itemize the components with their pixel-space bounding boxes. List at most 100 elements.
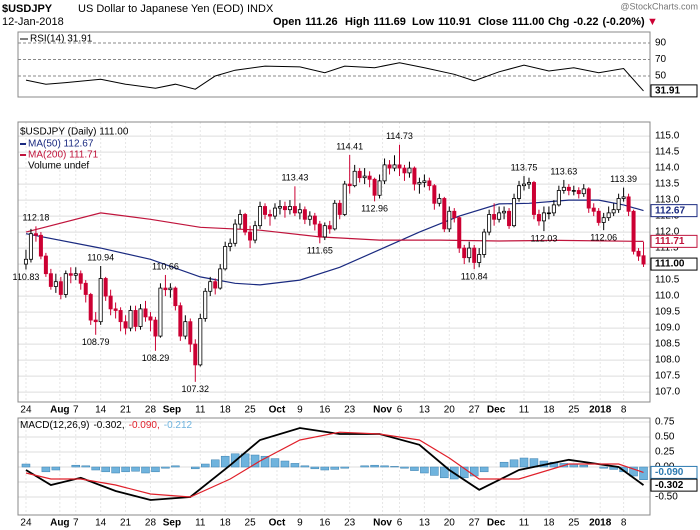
candle-body [382, 164, 387, 182]
candle-body [576, 190, 581, 195]
histogram-bar [141, 466, 150, 474]
x-tick-label: Nov [373, 518, 392, 529]
x-tick-label: 20 [444, 518, 456, 529]
quote-label: Close [478, 16, 508, 28]
candle-body [63, 273, 68, 295]
y-tick-label: 90 [655, 38, 667, 49]
candle-body [148, 316, 153, 321]
candle-body [611, 209, 616, 214]
candle-body [153, 319, 158, 337]
price-annotation: 114.41 [336, 141, 363, 151]
histogram-bar [280, 460, 290, 468]
x-tick-label: Sep [163, 405, 181, 416]
candle-body [218, 268, 223, 289]
candle-body [472, 247, 477, 263]
y-tick-label: 50 [655, 71, 667, 82]
candle-body [362, 175, 367, 179]
x-tick-label: 28 [145, 518, 157, 529]
price-annotation: 111.65 [307, 246, 333, 256]
histogram-bar [21, 463, 31, 468]
histogram-bar [420, 466, 429, 474]
candle-body [442, 198, 447, 230]
panel-frame [17, 31, 651, 98]
candle-body [93, 319, 98, 323]
histogram-bar [499, 461, 509, 468]
candle-body [631, 210, 636, 252]
value-tag: 31.91 [655, 86, 680, 97]
legend-part: -0.302, [93, 420, 124, 431]
candle-body [531, 182, 536, 215]
candle-body [367, 175, 372, 180]
candle-body [457, 217, 462, 249]
candle-body [621, 196, 626, 199]
histogram-bar [400, 466, 409, 469]
candle-body [272, 207, 277, 217]
candle-body [317, 223, 322, 238]
candle-body [168, 287, 173, 291]
x-tick-label: 7 [73, 518, 79, 529]
histogram-bar [579, 464, 589, 468]
legend-label: MA(50) 112.67 [28, 139, 94, 150]
candle-body [163, 287, 168, 291]
price-annotation: 110.83 [13, 272, 40, 282]
candle-body [178, 305, 183, 337]
candle-body [297, 209, 302, 214]
candle-body [68, 273, 73, 276]
x-tick-label: 18 [220, 518, 232, 529]
x-tick-label: 11 [195, 518, 206, 529]
histogram-bar [509, 459, 519, 468]
histogram-bar [270, 458, 280, 468]
candle-body [526, 182, 531, 185]
candle-body [636, 250, 641, 257]
histogram-bar [210, 459, 220, 468]
candle-body [342, 183, 347, 215]
exchange: INDX [247, 3, 274, 15]
candle-body [138, 308, 143, 327]
candle-body [332, 202, 337, 230]
histogram-bar [370, 464, 379, 468]
price-annotation: 113.43 [281, 173, 308, 183]
candle-body [263, 206, 268, 215]
histogram-bar [639, 466, 648, 480]
histogram-bar [300, 465, 310, 468]
x-tick-label: Dec [487, 405, 506, 416]
candle-body [73, 273, 78, 276]
quote-value: 111.26 [305, 16, 337, 28]
candle-body [392, 164, 397, 169]
price-annotation: 112.96 [361, 204, 388, 214]
candle-body [223, 246, 228, 270]
y-tick-label: 111.5 [655, 243, 679, 254]
candle-body [591, 207, 596, 212]
candle-body [287, 206, 292, 211]
candle-body [616, 198, 621, 211]
candle-body [432, 185, 437, 204]
candle-body [556, 190, 561, 206]
y-tick-label: 109.5 [655, 307, 680, 318]
candle-body [347, 183, 352, 187]
x-tick-label: 21 [120, 405, 132, 416]
credit: @StockCharts.com [620, 1, 698, 11]
value-tag: 112.67 [655, 205, 685, 216]
histogram-bar [81, 465, 90, 468]
x-tick-label: 14 [95, 405, 107, 416]
quote-item: Low 110.91 [412, 16, 471, 28]
candle-body [437, 198, 442, 204]
y-tick-label: 0.25 [655, 447, 675, 458]
histogram-bar [201, 463, 210, 468]
histogram-bar [440, 466, 449, 479]
x-tick-label: 28 [145, 405, 157, 416]
candle-body [198, 318, 203, 366]
x-tick-label: 6 [397, 405, 403, 416]
x-tick-label: 24 [20, 405, 32, 416]
candle-body [581, 188, 586, 195]
y-tick-label: 110.5 [655, 275, 680, 286]
change: Chg -0.22 (-0.20%) [548, 16, 645, 28]
candle-body [253, 225, 258, 241]
panel-background [18, 122, 650, 402]
candle-body [327, 225, 332, 230]
value-tag: 111.00 [655, 259, 685, 270]
symbol: $USDJPY [2, 3, 53, 15]
x-tick-label: 23 [344, 518, 356, 529]
quote-item: Close 111.00 [478, 16, 544, 28]
